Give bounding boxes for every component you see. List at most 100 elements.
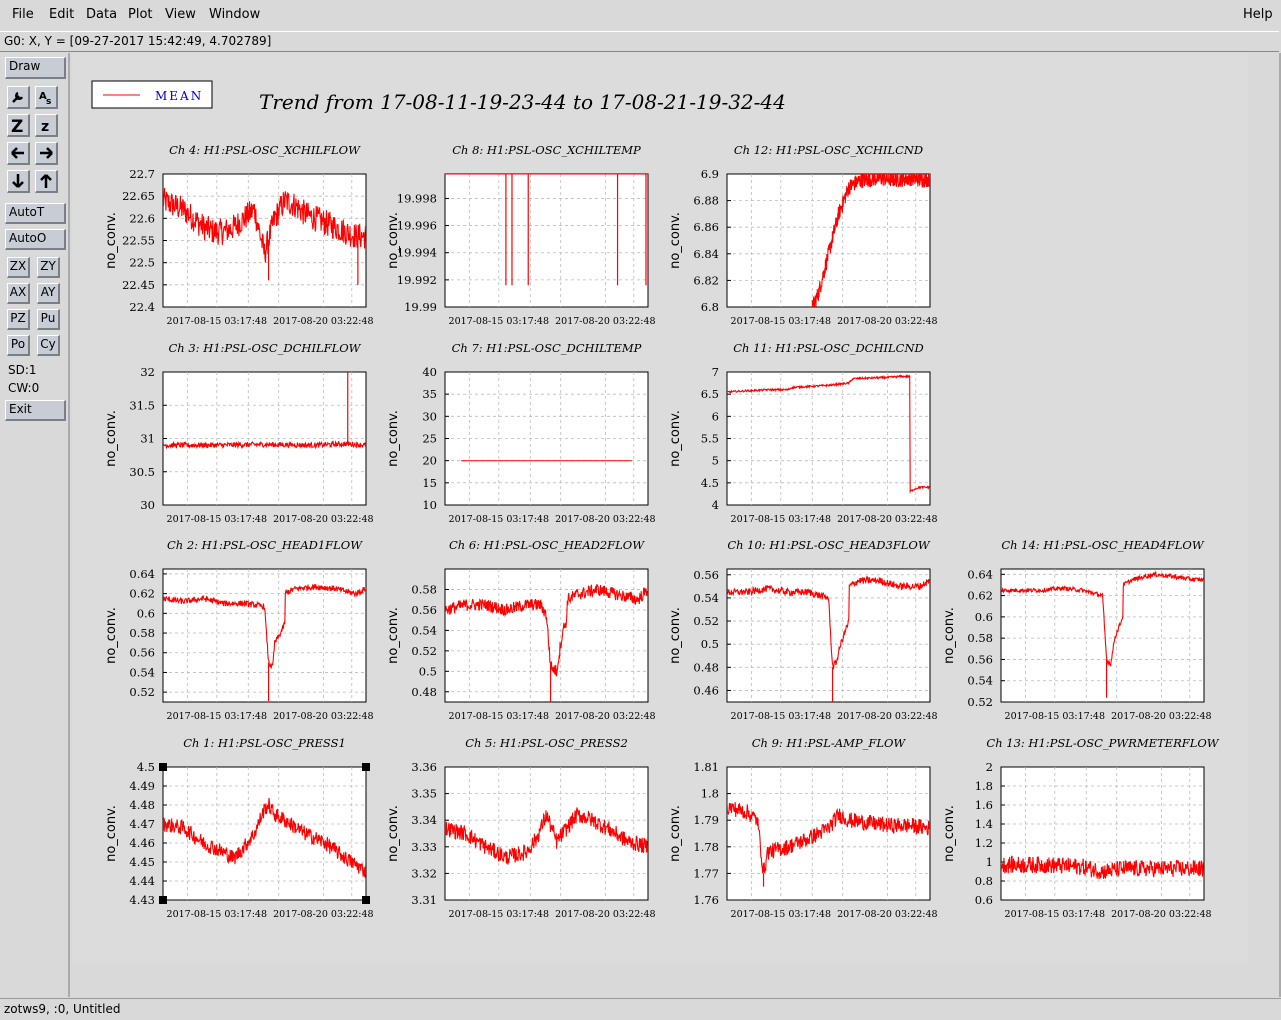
selection-handle[interactable]: [159, 763, 167, 771]
zoom-z-label: Z: [11, 117, 23, 134]
autoo-button[interactable]: AutoO: [5, 229, 66, 250]
series-line: [163, 439, 366, 450]
y-tick-label: 0.64: [967, 567, 993, 581]
x-tick-label: 2017-08-20 03:22:48: [273, 909, 373, 920]
y-tick-label: 5: [712, 454, 719, 468]
y-tick-label: 0.46: [693, 683, 719, 697]
x-tick-label: 2017-08-20 03:22:48: [555, 514, 655, 525]
y-tick-label: 22.45: [122, 278, 155, 292]
y-tick-label: 6.8: [701, 300, 719, 314]
y-tick-label: 3.33: [411, 840, 437, 854]
y-tick-label: 19.992: [397, 273, 437, 287]
chart-panel-10[interactable]: Ch 14: H1:PSL-OSC_HEAD4FLOW 0.64 0.62 0.6 0.…: [942, 538, 1212, 722]
menu-edit[interactable]: Edit: [49, 7, 75, 22]
chart-panel-11[interactable]: Ch 1: H1:PSL-OSC_PRESS1 4.5 4.49 4.48 4.47 4.…: [104, 736, 374, 920]
x-tick-label: 2017-08-15 03:17:48: [449, 514, 549, 525]
zy-button[interactable]: ZY: [37, 257, 60, 278]
chart-panel-14[interactable]: Ch 13: H1:PSL-OSC_PWRMETERFLOW 2 1.8 1.6 1.4…: [942, 736, 1220, 920]
chart-panel-1[interactable]: Ch 4: H1:PSL-OSC_XCHILFLOW 22.7 22.65 22.6 2…: [104, 143, 374, 327]
chart-panel-5[interactable]: Ch 7: H1:PSL-OSC_DCHILTEMP 40 35 30 25 20 15 10…: [386, 341, 656, 525]
y-tick-label: 20: [422, 454, 437, 468]
y-tick-label: 0.6: [975, 893, 993, 907]
chart-grid: Ch 4: H1:PSL-OSC_XCHILFLOW 22.7 22.65 22.6 2…: [104, 143, 1220, 920]
y-axis-label: no_conv.: [386, 607, 401, 664]
y-tick-label: 6.84: [693, 247, 719, 261]
chart-panel-6[interactable]: Ch 11: H1:PSL-OSC_DCHILCND 7 6.5 6 5.5 5 4.5 4 2…: [668, 341, 938, 525]
chart-title: Ch 8: H1:PSL-OSC_XCHILTEMP: [452, 143, 641, 157]
wrench-icon[interactable]: [7, 86, 30, 109]
menu-data[interactable]: Data: [86, 7, 118, 22]
autot-button[interactable]: AutoT: [5, 203, 66, 224]
series-trace: [445, 174, 648, 286]
y-tick-label: 6.88: [693, 194, 719, 208]
zoom-z-small-icon[interactable]: z: [35, 114, 58, 137]
legend-box: MEAN: [91, 80, 213, 109]
status-bar: zotws9, :0, Untitled: [0, 998, 1281, 1020]
selection-handle[interactable]: [159, 896, 167, 904]
chart-panel-3[interactable]: Ch 12: H1:PSL-OSC_XCHILCND 6.9 6.88 6.86 6.8…: [668, 143, 938, 327]
series-trace: [445, 807, 648, 865]
chart-panel-2[interactable]: Ch 8: H1:PSL-OSC_XCHILTEMP 19.998 19.996 19…: [386, 143, 656, 327]
chart-panel-12[interactable]: Ch 5: H1:PSL-OSC_PRESS2 3.36 3.35 3.34 3.33 3…: [386, 736, 656, 920]
x-tick-label: 2017-08-20 03:22:48: [837, 514, 937, 525]
y-tick-label: 22.7: [129, 167, 155, 181]
y-tick-label: 4.48: [129, 798, 155, 812]
series-line: [1001, 855, 1204, 880]
y-tick-label: 6.86: [693, 220, 719, 234]
y-tick-label: 0.6: [137, 606, 155, 620]
chart-panel-9[interactable]: Ch 10: H1:PSL-OSC_HEAD3FLOW0.560.540.520…: [668, 538, 938, 722]
y-tick-label: 25: [422, 432, 437, 446]
menu-plot[interactable]: Plot: [128, 7, 153, 22]
y-tick-label: 1.78: [693, 840, 719, 854]
pz-button[interactable]: PZ: [7, 309, 30, 330]
y-tick-label: 6.82: [693, 273, 719, 287]
y-tick-label: 1.81: [693, 760, 719, 774]
x-tick-label: 2017-08-20 03:22:48: [837, 711, 937, 722]
y-tick-label: 22.65: [122, 189, 155, 203]
arrow-down-icon[interactable]: [7, 170, 30, 193]
selection-handle[interactable]: [362, 763, 370, 771]
menu-file[interactable]: File: [12, 7, 34, 22]
y-tick-label: 40: [422, 365, 437, 379]
pu-button[interactable]: Pu: [37, 309, 60, 330]
y-tick-label: 10: [422, 498, 437, 512]
chart-panel-7[interactable]: Ch 2: H1:PSL-OSC_HEAD1FLOW 0.64 0.62 0.6 0.5…: [104, 538, 374, 722]
ax-button[interactable]: AX: [7, 283, 30, 304]
y-tick-label: 4.43: [129, 893, 155, 907]
plot-area[interactable]: MEAN Trend from 17-08-11-19-23-44 to 17-…: [72, 53, 1248, 963]
menu-view[interactable]: View: [165, 7, 196, 22]
chart-panel-8[interactable]: Ch 6: H1:PSL-OSC_HEAD2FLOW 0.58 0.56 0.54 0.…: [386, 538, 656, 722]
legend-label: MEAN: [155, 89, 203, 103]
chart-panel-4[interactable]: Ch 3: H1:PSL-OSC_DCHILFLOW 32 31.5 31 30.5 30…: [104, 341, 374, 525]
plot-frame: [162, 766, 367, 901]
plot-canvas[interactable]: MEAN Trend from 17-08-11-19-23-44 to 17-…: [72, 53, 1248, 963]
chart-title: Ch 10: H1:PSL-OSC_HEAD3FLOW: [727, 538, 931, 552]
draw-button[interactable]: Draw: [5, 57, 66, 79]
x-tick-label: 2017-08-15 03:17:48: [449, 316, 549, 327]
arrow-left-icon[interactable]: [7, 142, 30, 165]
y-tick-label: 0.64: [129, 567, 155, 581]
chart-panel-13[interactable]: Ch 9: H1:PSL-AMP_FLOW 1.81 1.8 1.79 1.78 1.77…: [668, 736, 938, 920]
zoom-z-icon[interactable]: Z: [7, 114, 30, 137]
y-axis-label: no_conv.: [942, 607, 957, 664]
y-tick-label: 0.62: [967, 589, 993, 603]
y-tick-label: 5.5: [701, 432, 719, 446]
plot-frame: [444, 173, 649, 308]
arrow-up-icon[interactable]: [35, 170, 58, 193]
cy-button[interactable]: Cy: [37, 335, 60, 356]
y-tick-label: 2: [986, 760, 993, 774]
selection-handle[interactable]: [362, 896, 370, 904]
series-trace: [445, 584, 648, 702]
po-button[interactable]: Po: [7, 335, 30, 356]
y-tick-label: 1: [986, 855, 993, 869]
menu-help[interactable]: Help: [1243, 7, 1273, 22]
menu-window[interactable]: Window: [209, 7, 261, 22]
exit-button[interactable]: Exit: [5, 400, 66, 421]
ay-button[interactable]: AY: [37, 283, 60, 304]
zx-button[interactable]: ZX: [7, 257, 30, 278]
arrow-right-icon[interactable]: [35, 142, 58, 165]
plot-frame: [726, 173, 931, 308]
x-tick-label: 2017-08-15 03:17:48: [167, 909, 267, 920]
y-tick-label: 3.34: [411, 813, 437, 827]
